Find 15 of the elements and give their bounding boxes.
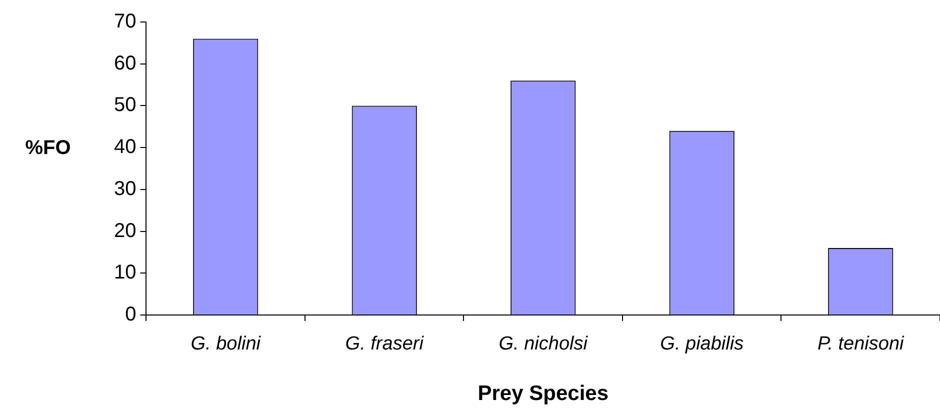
y-tick-label: 30 <box>114 178 136 200</box>
x-axis-title: Prey Species <box>478 382 609 406</box>
y-tick-label: 0 <box>125 304 136 326</box>
y-tick-label: 40 <box>114 136 136 158</box>
y-tick-label: 10 <box>114 262 136 284</box>
x-tick-label: G. bolini <box>190 334 262 355</box>
x-tick-label: G. nicholsi <box>498 334 588 355</box>
x-tick-label: P. tenisoni <box>817 334 905 355</box>
y-tick-label: 50 <box>114 94 136 116</box>
y-tick-label: 20 <box>114 220 136 242</box>
y-tick-label: 70 <box>114 10 136 33</box>
y-tick-label: 60 <box>114 52 136 74</box>
y-axis-title: %FO <box>25 137 71 160</box>
x-tick-label: G. fraseri <box>345 334 424 355</box>
x-tick-label: G. piabilis <box>660 334 744 355</box>
